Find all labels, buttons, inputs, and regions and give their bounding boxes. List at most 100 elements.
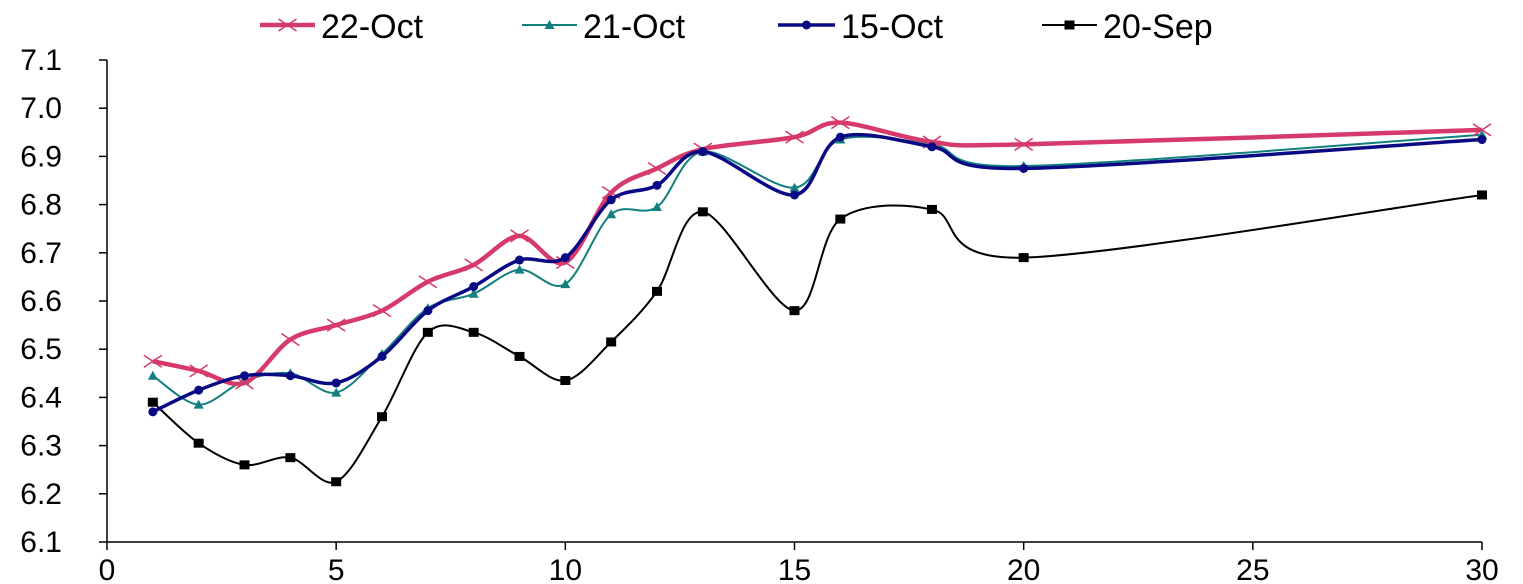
square-marker xyxy=(606,337,617,347)
x-marker-stroke xyxy=(235,376,254,390)
y-tick-label: 6.4 xyxy=(20,381,62,414)
square-marker xyxy=(927,204,937,214)
triangle-marker xyxy=(468,288,479,298)
x-tick-label: 10 xyxy=(549,554,582,584)
x-marker xyxy=(326,318,346,332)
x-marker xyxy=(555,255,575,270)
series-layer xyxy=(143,116,1492,487)
x-marker-stroke xyxy=(785,130,804,144)
circle-marker xyxy=(148,407,158,417)
x-marker-stroke xyxy=(189,364,209,378)
x-marker-stroke xyxy=(601,185,621,200)
series-line xyxy=(152,132,1483,414)
legend-item-20-sep: 20-Sep xyxy=(1042,8,1213,46)
x-tick-label: 0 xyxy=(99,554,116,584)
square-marker xyxy=(422,327,433,337)
triangle-marker xyxy=(789,182,800,192)
x-marker-stroke xyxy=(372,304,392,318)
series-line xyxy=(152,120,1483,387)
y-tick-label: 6.7 xyxy=(20,237,62,270)
x-marker xyxy=(372,304,392,318)
circle-marker xyxy=(927,142,937,152)
series-20-sep xyxy=(147,190,1487,487)
y-tick-label: 7.0 xyxy=(20,92,62,125)
x-marker-stroke xyxy=(326,318,346,332)
circle-marker xyxy=(835,132,845,142)
square-marker xyxy=(239,460,250,470)
circle-marker xyxy=(560,253,570,263)
x-marker xyxy=(1472,123,1492,137)
legend-label: 21-Oct xyxy=(583,8,686,46)
x-marker xyxy=(418,275,438,289)
circle-marker xyxy=(515,255,524,265)
x-marker xyxy=(189,364,209,378)
legend-item-22-oct: 22-Oct xyxy=(260,8,424,46)
x-marker xyxy=(1014,137,1034,151)
x-marker xyxy=(143,354,163,368)
square-marker xyxy=(331,477,342,487)
y-tick-label: 6.6 xyxy=(20,285,62,318)
circle-marker xyxy=(377,351,387,361)
x-marker-stroke xyxy=(464,258,484,272)
x-tick-label: 25 xyxy=(1236,554,1269,584)
x-marker-stroke xyxy=(418,275,438,289)
circle-marker xyxy=(469,282,479,292)
x-marker-stroke xyxy=(510,229,529,243)
x-marker xyxy=(647,161,667,176)
x-marker xyxy=(785,130,804,144)
circle-marker xyxy=(698,147,708,157)
y-tick-label: 6.8 xyxy=(20,189,62,222)
square-marker xyxy=(147,397,158,407)
chart-axes: 6.1 6.2 6.3 6.4 6.5 6.6 6.7 6.8 6.9 7.0 7.1 0 5 10 15 2… xyxy=(20,44,1498,584)
legend-item-21-oct: 21-Oct xyxy=(522,8,686,46)
legend-label: 15-Oct xyxy=(841,8,944,46)
x-marker xyxy=(280,332,300,347)
x-tick-label: 20 xyxy=(1007,554,1040,584)
x-marker xyxy=(235,376,254,390)
triangle-marker xyxy=(193,399,204,409)
y-tick-label: 6.5 xyxy=(20,333,62,366)
x-marker-stroke xyxy=(555,255,575,270)
x-marker-stroke xyxy=(143,354,163,368)
square-marker xyxy=(835,214,846,224)
x-marker xyxy=(278,18,297,32)
x-marker-stroke xyxy=(278,18,297,32)
triangle-marker xyxy=(606,209,617,219)
legend-label: 22-Oct xyxy=(321,8,424,46)
x-marker-stroke xyxy=(280,332,300,347)
x-marker xyxy=(510,229,529,243)
circle-marker xyxy=(790,190,799,200)
x-marker-stroke xyxy=(647,161,667,176)
x-marker xyxy=(830,116,850,130)
triangle-marker xyxy=(560,279,571,289)
triangle-marker xyxy=(331,387,342,397)
y-tick-label: 7.1 xyxy=(20,44,62,77)
circle-marker xyxy=(423,306,433,316)
x-tick-label: 5 xyxy=(328,554,345,584)
square-marker xyxy=(652,286,662,296)
triangle-marker xyxy=(147,370,158,380)
circle-marker xyxy=(652,180,662,190)
circle-marker xyxy=(606,195,616,205)
triangle-marker xyxy=(652,202,662,212)
legend-label: 20-Sep xyxy=(1103,8,1213,46)
chart-legend: 22-Oct 21-Oct 15-Oct 20-Sep xyxy=(260,8,1213,46)
y-tick-label: 6.2 xyxy=(20,478,62,511)
series-line xyxy=(152,193,1483,484)
square-marker xyxy=(285,453,296,463)
square-marker xyxy=(1018,253,1029,263)
circle-marker xyxy=(240,371,249,381)
square-marker xyxy=(193,438,204,448)
y-tick-label: 6.3 xyxy=(20,430,62,463)
circle-marker xyxy=(285,371,295,381)
square-marker xyxy=(697,207,708,217)
circle-marker xyxy=(331,378,341,388)
x-marker-stroke xyxy=(830,116,850,130)
circle-marker xyxy=(194,385,204,395)
x-marker xyxy=(464,258,484,272)
x-marker-stroke xyxy=(1472,123,1492,137)
circle-marker xyxy=(1477,135,1487,145)
circle-marker xyxy=(802,20,811,30)
triangle-marker xyxy=(514,264,525,274)
y-tick-label: 6.1 xyxy=(20,526,62,559)
